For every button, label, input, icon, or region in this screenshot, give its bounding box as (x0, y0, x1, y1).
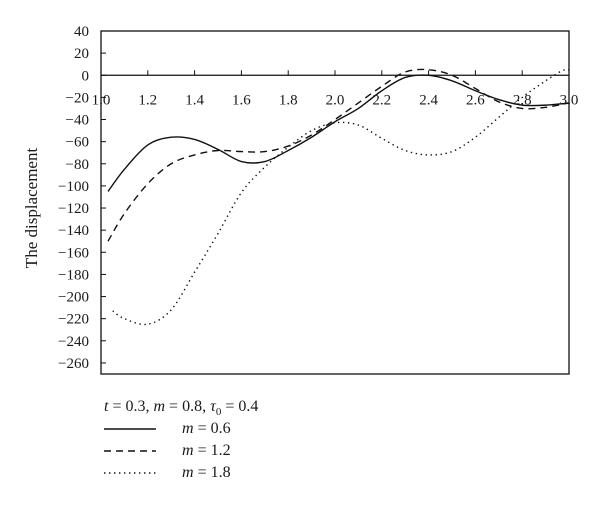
legend-label-series-3: m = 1.8 (182, 464, 231, 481)
tau-value: 0.4 (238, 398, 259, 415)
m-symbol: m (153, 398, 166, 415)
y-tick-label: −80 (66, 157, 89, 173)
legend-parameters: t = 0.3, m = 0.8, τ0 = 0.4 (104, 398, 259, 419)
x-tick-label: 1.8 (279, 92, 298, 108)
legend-swatch-dotted (104, 472, 156, 474)
legend-item-series-3: m = 1.8 (104, 462, 258, 484)
m-value: 0.8 (182, 398, 203, 415)
tau-subscript: 0 (215, 406, 222, 419)
legend-swatch-solid (104, 428, 156, 430)
x-tick-label: 2.4 (419, 92, 438, 108)
series-line-2 (107, 68, 570, 242)
x-tick-label: 1.6 (232, 92, 251, 108)
x-tick-label: 3.0 (560, 92, 579, 108)
legend-item-series-1: m = 0.6 (104, 418, 258, 440)
y-tick-label: 40 (74, 24, 89, 40)
y-tick-label: −200 (58, 290, 89, 306)
y-tick-label: −160 (58, 245, 89, 261)
x-tick-label: 1.4 (185, 92, 204, 108)
x-tick-label: 2.0 (326, 92, 345, 108)
y-axis-label: The displacement (22, 148, 41, 269)
legend-item-series-2: m = 1.2 (104, 440, 258, 462)
t-symbol: t (104, 398, 109, 415)
y-tick-label: −140 (58, 223, 89, 239)
x-tick-label: 1.0 (92, 92, 111, 108)
legend-swatch-dashed (104, 450, 156, 452)
legend-label-series-2: m = 1.2 (182, 442, 231, 459)
t-value: 0.3 (125, 398, 146, 415)
x-tick-label: 2.6 (466, 92, 485, 108)
y-tick-label: −260 (58, 356, 89, 372)
y-tick-label: 20 (74, 46, 89, 62)
y-tick-label: −220 (58, 312, 89, 328)
legend-label-series-1: m = 0.6 (182, 420, 231, 437)
x-tick-label: 2.2 (372, 92, 391, 108)
y-tick-label: −40 (66, 113, 89, 129)
legend: t = 0.3, m = 0.8, τ0 = 0.4 m = 0.6 m = 1… (104, 396, 258, 484)
tau-symbol: τ (210, 398, 216, 415)
y-axis-ticks: 40 20 0 −20 −40 −60 −80 −100 −120 −140 −160 −180 −20… (58, 24, 106, 372)
y-tick-label: −20 (66, 90, 89, 106)
series-line-1 (107, 74, 570, 192)
y-tick-label: −120 (58, 201, 89, 217)
y-tick-label: 0 (82, 68, 90, 84)
series-lines (107, 68, 570, 326)
x-tick-label: 1.2 (138, 92, 157, 108)
series-line-3 (112, 68, 570, 326)
x-axis-ticks: 1.0 1.2 1.4 1.6 1.8 2.0 2.2 2.4 2.6 2.8 3.0 (92, 70, 579, 108)
y-tick-label: −60 (66, 135, 89, 151)
axes (100, 30, 570, 375)
y-tick-label: −180 (58, 267, 89, 283)
y-tick-label: −240 (58, 334, 89, 350)
plot-frame (100, 30, 570, 375)
y-tick-label: −100 (58, 179, 89, 195)
